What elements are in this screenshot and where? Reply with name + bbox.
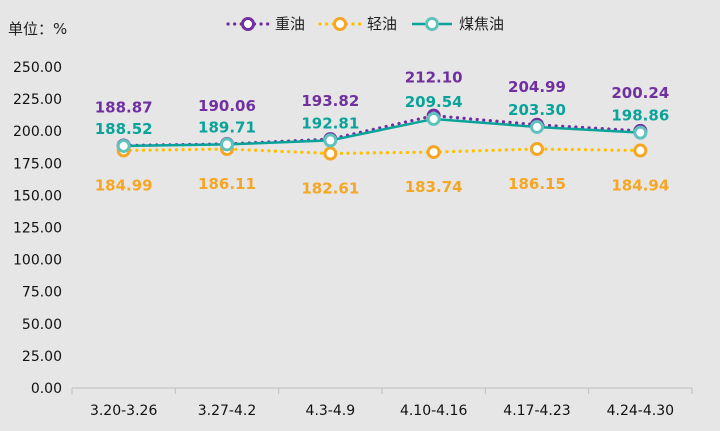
data-label-1: 186.15: [508, 175, 566, 193]
series-marker-2: [220, 137, 234, 152]
data-label-2: 188.52: [95, 120, 153, 138]
legend-label-2: 煤焦油: [459, 15, 504, 33]
series-line-1: [122, 147, 642, 156]
y-tick-label: 125.00: [13, 221, 62, 237]
y-tick-label: 25.00: [22, 349, 62, 365]
x-tick-label: 3.20-3.26: [90, 403, 157, 419]
data-label-2: 192.81: [301, 114, 359, 132]
data-label-1: 186.11: [198, 175, 256, 193]
unit-label: 单位：%: [8, 20, 67, 38]
x-tick-label: 4.24-4.30: [607, 403, 674, 419]
y-tick-label: 150.00: [13, 188, 62, 204]
series-lines: [122, 114, 642, 156]
y-tick-label: 175.00: [13, 156, 62, 172]
series-marker-2: [426, 111, 441, 126]
series-marker-2: [530, 119, 544, 134]
x-tick-label: 3.27-4.2: [198, 403, 257, 419]
x-tick-label: 4.3-4.9: [306, 403, 356, 419]
data-label-0: 193.82: [301, 92, 359, 110]
y-tick-label: 75.00: [22, 285, 62, 301]
legend-label-1: 轻油: [367, 15, 397, 33]
data-label-1: 184.99: [95, 176, 153, 194]
data-label-2: 198.86: [611, 107, 669, 125]
data-labels: 188.87 190.06 193.82 212.10 204.99 200.24 184.…: [95, 69, 670, 198]
legend-marker-1: [333, 17, 347, 31]
data-label-2: 203.30: [508, 101, 566, 119]
legend: 重油 轻油 煤焦油: [226, 15, 504, 33]
x-tick-label: 4.17-4.23: [503, 403, 570, 419]
series-marker-2: [633, 125, 648, 140]
series-marker-1: [323, 146, 338, 161]
series-marker-1: [530, 141, 544, 156]
legend-label-0: 重油: [275, 15, 305, 33]
y-tick-label: 50.00: [22, 317, 62, 333]
series-marker-2: [323, 133, 338, 148]
x-tick-label: 4.10-4.16: [400, 403, 467, 419]
y-tick-label: 0.00: [31, 381, 62, 397]
series-marker-2: [116, 138, 131, 153]
y-tick-label: 225.00: [13, 92, 62, 108]
y-tick-label: 100.00: [13, 253, 62, 269]
data-label-0: 190.06: [198, 97, 256, 115]
data-label-0: 212.10: [405, 69, 463, 87]
data-label-0: 200.24: [611, 84, 669, 102]
data-label-1: 184.94: [611, 177, 669, 195]
data-label-0: 188.87: [95, 98, 153, 116]
x-axis: 3.20-3.26 3.27-4.2 4.3-4.9 4.10-4.16 4.17-4.…: [71, 387, 693, 419]
series-marker-1: [426, 145, 441, 160]
data-label-2: 189.71: [198, 118, 256, 136]
data-label-0: 204.99: [508, 78, 566, 96]
legend-marker-2: [425, 17, 439, 31]
data-label-1: 182.61: [301, 180, 359, 198]
data-label-1: 183.74: [405, 178, 463, 196]
legend-marker-0: [241, 17, 255, 31]
series-line-2: [123, 117, 641, 148]
data-label-2: 209.54: [405, 93, 463, 111]
y-tick-label: 250.00: [13, 60, 62, 76]
y-axis-tick-labels: 0.00 25.00 50.00 75.00 100.00 125.00 150.00 175…: [13, 60, 62, 397]
series-marker-1: [633, 143, 648, 158]
y-tick-label: 200.00: [13, 124, 62, 140]
series-markers: [116, 108, 648, 161]
